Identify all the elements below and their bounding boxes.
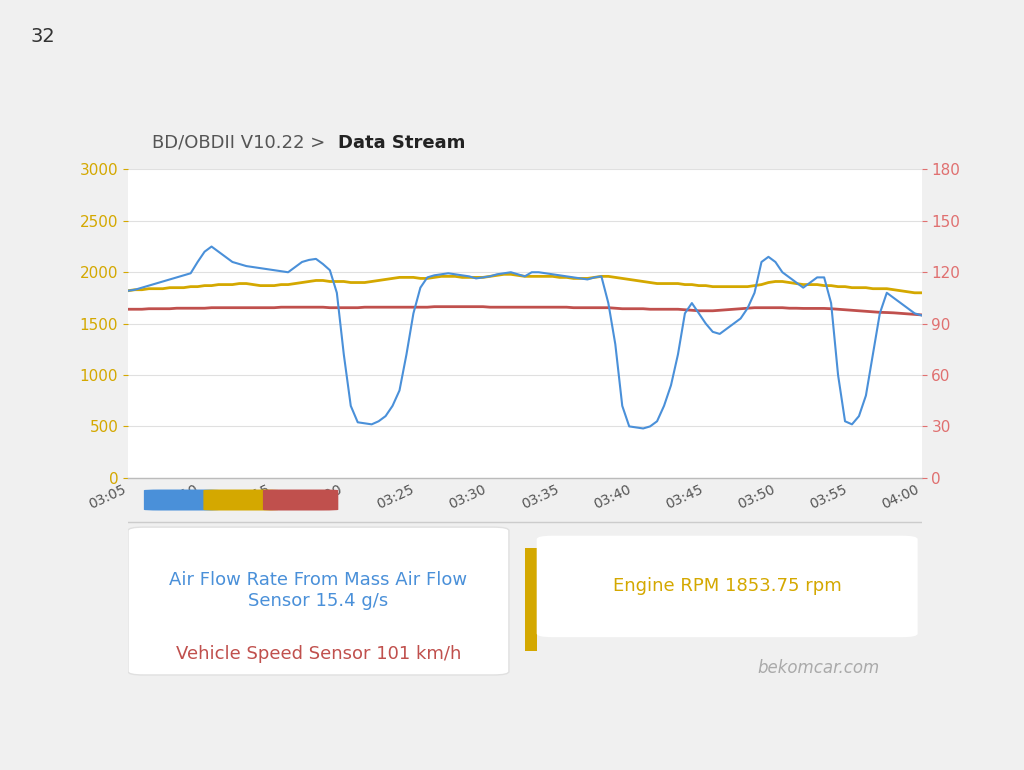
FancyBboxPatch shape <box>537 536 918 637</box>
Text: 32: 32 <box>31 27 55 46</box>
FancyBboxPatch shape <box>263 490 338 511</box>
Text: Vehicle Speed Sensor 101 km/h: Vehicle Speed Sensor 101 km/h <box>176 645 461 663</box>
Text: Air Flow Rate From Mass Air Flow
Sensor 15.4 g/s: Air Flow Rate From Mass Air Flow Sensor … <box>169 571 468 610</box>
Text: Data Stream: Data Stream <box>338 133 466 152</box>
Text: BD/OBDII V10.22 >: BD/OBDII V10.22 > <box>152 133 331 152</box>
FancyBboxPatch shape <box>204 490 279 511</box>
Text: bekomcar.com: bekomcar.com <box>758 658 880 677</box>
FancyBboxPatch shape <box>128 527 509 675</box>
Text: Engine RPM 1853.75 rpm: Engine RPM 1853.75 rpm <box>612 577 842 594</box>
FancyBboxPatch shape <box>143 490 219 511</box>
FancyBboxPatch shape <box>524 547 537 651</box>
